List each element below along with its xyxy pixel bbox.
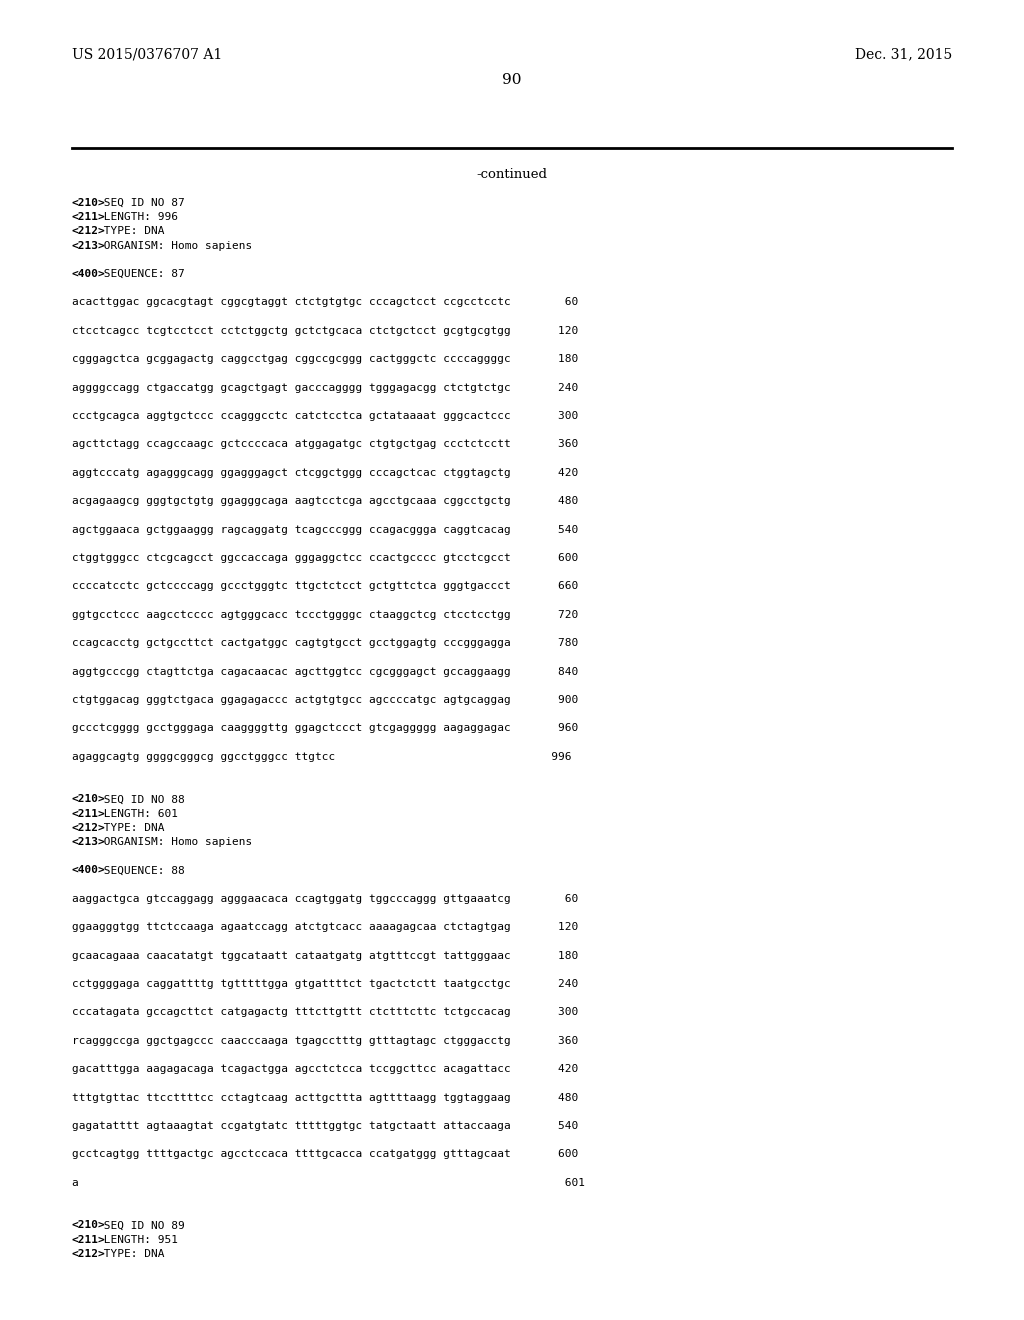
Text: SEQUENCE: 88: SEQUENCE: 88 <box>97 866 185 875</box>
Text: <210>: <210> <box>72 1221 105 1230</box>
Text: <400>: <400> <box>72 866 105 875</box>
Text: ccccatcctc gctccccagg gccctgggtc ttgctctcct gctgttctca gggtgaccct       660: ccccatcctc gctccccagg gccctgggtc ttgctct… <box>72 581 579 591</box>
Text: SEQ ID NO 87: SEQ ID NO 87 <box>97 198 185 209</box>
Text: <212>: <212> <box>72 227 105 236</box>
Text: ccctgcagca aggtgctccc ccagggcctc catctcctca gctataaaat gggcactccc       300: ccctgcagca aggtgctccc ccagggcctc catctcc… <box>72 411 579 421</box>
Text: <211>: <211> <box>72 809 105 818</box>
Text: gccctcgggg gcctgggaga caaggggttg ggagctccct gtcgaggggg aagaggagac       960: gccctcgggg gcctgggaga caaggggttg ggagctc… <box>72 723 579 734</box>
Text: <213>: <213> <box>72 837 105 847</box>
Text: gacatttgga aagagacaga tcagactgga agcctctcca tccggcttcc acagattacc       420: gacatttgga aagagacaga tcagactgga agcctct… <box>72 1064 579 1074</box>
Text: ORGANISM: Homo sapiens: ORGANISM: Homo sapiens <box>97 240 253 251</box>
Text: gcctcagtgg ttttgactgc agcctccaca ttttgcacca ccatgatggg gtttagcaat       600: gcctcagtgg ttttgactgc agcctccaca ttttgca… <box>72 1150 579 1159</box>
Text: <212>: <212> <box>72 1249 105 1259</box>
Text: ggtgcctccc aagcctcccc agtgggcacc tccctggggc ctaaggctcg ctcctcctgg       720: ggtgcctccc aagcctcccc agtgggcacc tccctgg… <box>72 610 579 620</box>
Text: cctggggaga caggattttg tgtttttgga gtgattttct tgactctctt taatgcctgc       240: cctggggaga caggattttg tgtttttgga gtgattt… <box>72 979 579 989</box>
Text: ggaagggtgg ttctccaaga agaatccagg atctgtcacc aaaagagcaa ctctagtgag       120: ggaagggtgg ttctccaaga agaatccagg atctgtc… <box>72 923 579 932</box>
Text: <212>: <212> <box>72 822 105 833</box>
Text: aggggccagg ctgaccatgg gcagctgagt gacccagggg tgggagacgg ctctgtctgc       240: aggggccagg ctgaccatgg gcagctgagt gacccag… <box>72 383 579 392</box>
Text: LENGTH: 601: LENGTH: 601 <box>97 809 178 818</box>
Text: US 2015/0376707 A1: US 2015/0376707 A1 <box>72 48 222 61</box>
Text: gagatatttt agtaaagtat ccgatgtatc tttttggtgc tatgctaatt attaccaaga       540: gagatatttt agtaaagtat ccgatgtatc tttttgg… <box>72 1121 579 1131</box>
Text: aggtcccatg agagggcagg ggagggagct ctcggctggg cccagctcac ctggtagctg       420: aggtcccatg agagggcagg ggagggagct ctcggct… <box>72 467 579 478</box>
Text: <400>: <400> <box>72 269 105 279</box>
Text: acacttggac ggcacgtagt cggcgtaggt ctctgtgtgc cccagctcct ccgcctcctc        60: acacttggac ggcacgtagt cggcgtaggt ctctgtg… <box>72 297 579 308</box>
Text: rcagggccga ggctgagccc caacccaaga tgagcctttg gtttagtagc ctgggacctg       360: rcagggccga ggctgagccc caacccaaga tgagcct… <box>72 1036 579 1045</box>
Text: LENGTH: 951: LENGTH: 951 <box>97 1234 178 1245</box>
Text: cgggagctca gcggagactg caggcctgag cggccgcggg cactgggctc ccccaggggc       180: cgggagctca gcggagactg caggcctgag cggccgc… <box>72 354 579 364</box>
Text: agctggaaca gctggaaggg ragcaggatg tcagcccggg ccagacggga caggtcacag       540: agctggaaca gctggaaggg ragcaggatg tcagccc… <box>72 524 579 535</box>
Text: ccagcacctg gctgccttct cactgatggc cagtgtgcct gcctggagtg cccgggagga       780: ccagcacctg gctgccttct cactgatggc cagtgtg… <box>72 638 579 648</box>
Text: <210>: <210> <box>72 795 105 804</box>
Text: ctggtgggcc ctcgcagcct ggccaccaga gggaggctcc ccactgcccc gtcctcgcct       600: ctggtgggcc ctcgcagcct ggccaccaga gggaggc… <box>72 553 579 564</box>
Text: agaggcagtg ggggcgggcg ggcctgggcc ttgtcc                                996: agaggcagtg ggggcgggcg ggcctgggcc ttgtcc … <box>72 752 571 762</box>
Text: acgagaagcg gggtgctgtg ggagggcaga aagtcctcga agcctgcaaa cggcctgctg       480: acgagaagcg gggtgctgtg ggagggcaga aagtcct… <box>72 496 579 506</box>
Text: SEQ ID NO 89: SEQ ID NO 89 <box>97 1221 185 1230</box>
Text: agcttctagg ccagccaagc gctccccaca atggagatgc ctgtgctgag ccctctcctt       360: agcttctagg ccagccaagc gctccccaca atggaga… <box>72 440 579 449</box>
Text: a                                                                        601: a 601 <box>72 1177 585 1188</box>
Text: LENGTH: 996: LENGTH: 996 <box>97 213 178 222</box>
Text: aggtgcccgg ctagttctga cagacaacac agcttggtcc cgcgggagct gccaggaagg       840: aggtgcccgg ctagttctga cagacaacac agcttgg… <box>72 667 579 677</box>
Text: <213>: <213> <box>72 240 105 251</box>
Text: ORGANISM: Homo sapiens: ORGANISM: Homo sapiens <box>97 837 253 847</box>
Text: SEQUENCE: 87: SEQUENCE: 87 <box>97 269 185 279</box>
Text: <211>: <211> <box>72 213 105 222</box>
Text: SEQ ID NO 88: SEQ ID NO 88 <box>97 795 185 804</box>
Text: ctgtggacag gggtctgaca ggagagaccc actgtgtgcc agccccatgc agtgcaggag       900: ctgtggacag gggtctgaca ggagagaccc actgtgt… <box>72 696 579 705</box>
Text: TYPE: DNA: TYPE: DNA <box>97 227 165 236</box>
Text: Dec. 31, 2015: Dec. 31, 2015 <box>855 48 952 61</box>
Text: TYPE: DNA: TYPE: DNA <box>97 822 165 833</box>
Text: <211>: <211> <box>72 1234 105 1245</box>
Text: <210>: <210> <box>72 198 105 209</box>
Text: aaggactgca gtccaggagg agggaacaca ccagtggatg tggcccaggg gttgaaatcg        60: aaggactgca gtccaggagg agggaacaca ccagtgg… <box>72 894 579 904</box>
Text: ctcctcagcc tcgtcctcct cctctggctg gctctgcaca ctctgctcct gcgtgcgtgg       120: ctcctcagcc tcgtcctcct cctctggctg gctctgc… <box>72 326 579 335</box>
Text: TYPE: DNA: TYPE: DNA <box>97 1249 165 1259</box>
Text: tttgtgttac ttccttttcc cctagtcaag acttgcttta agttttaagg tggtaggaag       480: tttgtgttac ttccttttcc cctagtcaag acttgct… <box>72 1093 579 1102</box>
Text: -continued: -continued <box>476 168 548 181</box>
Text: cccatagata gccagcttct catgagactg tttcttgttt ctctttcttc tctgccacag       300: cccatagata gccagcttct catgagactg tttcttg… <box>72 1007 579 1018</box>
Text: gcaacagaaa caacatatgt tggcataatt cataatgatg atgtttccgt tattgggaac       180: gcaacagaaa caacatatgt tggcataatt cataatg… <box>72 950 579 961</box>
Text: 90: 90 <box>502 73 522 87</box>
